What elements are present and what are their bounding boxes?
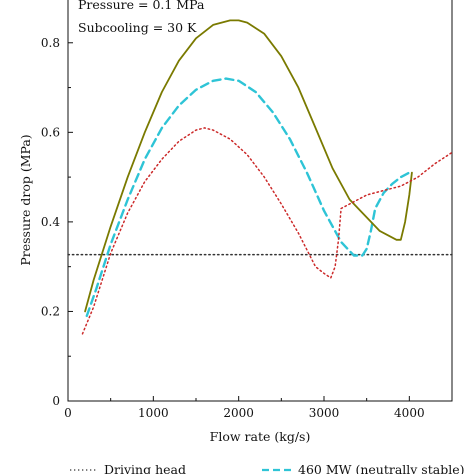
y-tick-label: 0.6 [41, 125, 60, 139]
y-tick-label: 0.8 [41, 36, 60, 50]
x-axis-label: Flow rate (kg/s) [210, 429, 311, 444]
legend-label-driving-head: Driving head [104, 462, 186, 474]
legend-label-460mw: 460 MW (neutrally stable) [298, 462, 464, 474]
series-line-1 [85, 77, 411, 318]
y-tick-label: 0.4 [41, 215, 60, 229]
legend: Driving head 460 MW (neutrally stable) [70, 462, 464, 474]
y-axis: 0 0.2 0.4 0.6 0.8 [41, 36, 73, 408]
series-line-3 [81, 127, 453, 335]
annotation-subcooling: Subcooling = 30 K [78, 20, 197, 35]
x-tick-label: 3000 [309, 406, 340, 420]
x-tick-label: 4000 [394, 406, 425, 420]
annotation-pressure: Pressure = 0.1 MPa [78, 0, 205, 12]
x-tick-label: 0 [64, 406, 72, 420]
series-line-2 [84, 19, 413, 313]
plot-area [67, 19, 453, 335]
y-axis-label: Pressure drop (MPa) [18, 134, 33, 265]
y-tick-label: 0.2 [41, 304, 60, 318]
x-tick-label: 1000 [138, 406, 169, 420]
plot-frame [67, 0, 453, 402]
x-tick-label: 2000 [223, 406, 254, 420]
y-tick-label: 0 [52, 394, 60, 408]
x-axis: 0 1000 2000 3000 4000 [64, 396, 425, 420]
